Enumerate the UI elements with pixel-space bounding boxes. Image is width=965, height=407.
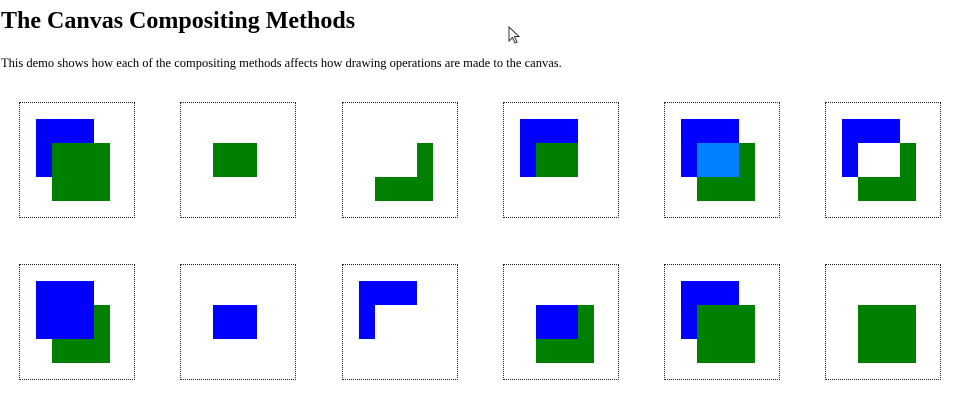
- canvas-drawing: [858, 305, 916, 363]
- composite-canvas-11: [664, 264, 780, 380]
- white-square: [858, 143, 900, 177]
- green-square: [213, 143, 257, 177]
- canvas-drawing: [842, 119, 916, 201]
- composite-canvas-7: [19, 264, 135, 380]
- green-square: [697, 305, 755, 363]
- canvas-drawing: [359, 281, 417, 339]
- canvas-drawing: [681, 281, 755, 363]
- composite-canvas-2: [180, 102, 296, 218]
- mouse-cursor-icon: [508, 25, 522, 51]
- page-description: This demo shows how each of the composit…: [1, 56, 562, 70]
- composite-canvas-9: [342, 264, 458, 380]
- canvas-drawing: [36, 119, 110, 201]
- blue-square: [359, 281, 417, 305]
- composite-canvas-1: [19, 102, 135, 218]
- canvas-drawing: [520, 119, 578, 177]
- page-title: The Canvas Compositing Methods: [1, 8, 356, 34]
- canvas-drawing: [213, 143, 257, 177]
- blue-square: [213, 305, 257, 339]
- composite-canvas-6: [825, 102, 941, 218]
- green-square: [417, 143, 433, 177]
- canvas-drawing: [36, 281, 110, 363]
- canvas-drawing: [375, 143, 433, 201]
- composite-canvas-4: [503, 102, 619, 218]
- blue-square: [536, 305, 578, 339]
- composite-canvas-10: [503, 264, 619, 380]
- blue-square: [359, 305, 375, 339]
- green-square: [858, 305, 916, 363]
- composite-canvas-5: [664, 102, 780, 218]
- canvas-drawing: [681, 119, 755, 201]
- composite-canvas-8: [180, 264, 296, 380]
- green-square: [536, 143, 578, 177]
- cyan-square: [697, 143, 739, 177]
- canvas-drawing: [536, 305, 594, 363]
- canvas-drawing: [213, 305, 257, 339]
- composite-canvas-12: [825, 264, 941, 380]
- green-square: [52, 143, 110, 201]
- blue-square: [36, 281, 94, 339]
- green-square: [375, 177, 433, 201]
- composite-canvas-3: [342, 102, 458, 218]
